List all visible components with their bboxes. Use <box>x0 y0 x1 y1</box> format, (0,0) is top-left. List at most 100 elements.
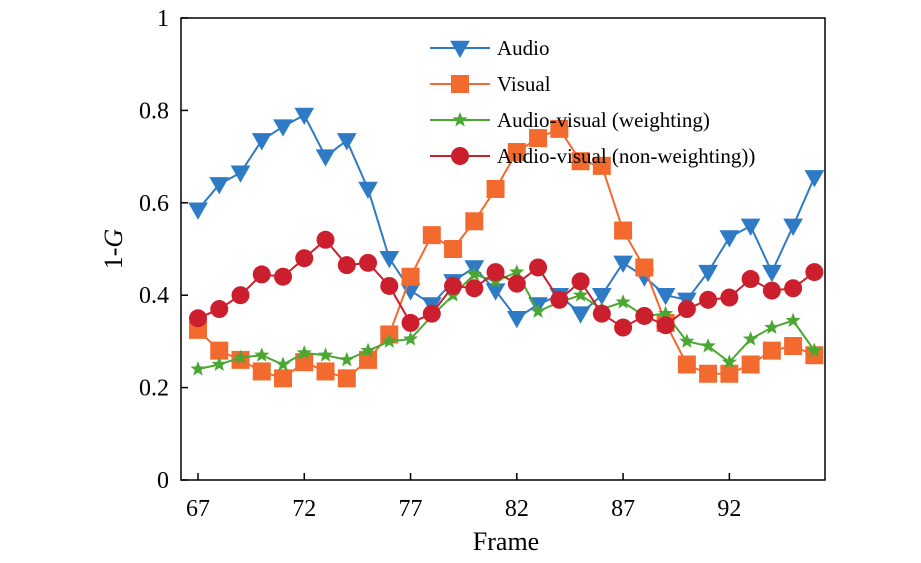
y-axis-title: 1-G <box>99 229 128 270</box>
y-tick-label: 0.8 <box>139 98 169 124</box>
data-point <box>741 270 760 289</box>
legend-item: Visual <box>430 72 551 96</box>
data-point <box>380 276 399 295</box>
data-point <box>743 331 759 346</box>
data-point <box>296 344 312 360</box>
data-point <box>316 230 335 249</box>
data-point <box>274 369 293 388</box>
data-point <box>805 263 824 282</box>
data-point <box>336 133 357 151</box>
data-point <box>465 212 484 231</box>
data-point <box>401 313 420 332</box>
data-point <box>699 290 718 309</box>
legend-label: Audio-visual (weighting) <box>497 108 710 132</box>
data-point <box>655 287 676 306</box>
data-point <box>422 304 441 323</box>
data-point <box>679 333 695 348</box>
data-point <box>274 267 293 286</box>
data-point <box>337 369 356 388</box>
data-point <box>379 250 400 269</box>
data-point <box>572 287 589 302</box>
data-point <box>465 279 484 298</box>
data-point <box>507 274 526 293</box>
data-point <box>252 362 271 381</box>
legend-item: Audio <box>430 36 550 60</box>
data-point <box>657 305 674 321</box>
data-point <box>190 361 206 376</box>
legend-marker <box>452 112 468 127</box>
y-tick-label: 0.6 <box>139 191 169 217</box>
y-tick-label: 0.2 <box>139 376 169 402</box>
data-point <box>677 355 696 374</box>
data-point <box>444 276 463 295</box>
data-point <box>741 355 760 374</box>
data-point <box>359 350 378 369</box>
data-point <box>211 356 227 371</box>
data-point <box>784 279 803 298</box>
data-point <box>719 230 740 248</box>
y-tick-label: 0.4 <box>139 283 169 309</box>
data-point <box>762 281 781 300</box>
x-tick-label: 82 <box>505 496 529 522</box>
x-tick-label: 92 <box>717 496 741 522</box>
data-point <box>613 255 633 273</box>
data-point <box>529 258 548 277</box>
x-axis-title: Frame <box>473 527 539 556</box>
data-point <box>591 287 612 306</box>
data-point <box>360 342 376 358</box>
data-point <box>381 333 397 348</box>
data-point <box>273 119 293 137</box>
data-point <box>486 179 505 198</box>
data-point <box>486 263 505 282</box>
series-visual <box>189 119 824 388</box>
data-point <box>615 294 631 309</box>
series-line <box>197 270 816 371</box>
data-point <box>700 338 716 353</box>
data-point <box>784 337 803 356</box>
data-point <box>592 156 611 175</box>
legend-item: Audio-visual (non-weighting)) <box>430 144 755 168</box>
data-point <box>315 149 336 167</box>
plot-frame <box>180 17 826 481</box>
data-point <box>466 266 482 281</box>
data-point <box>402 331 419 346</box>
x-tick-label: 87 <box>611 496 635 522</box>
data-point <box>698 264 718 283</box>
data-point <box>635 306 654 325</box>
data-point <box>677 300 696 319</box>
data-point <box>251 133 272 151</box>
data-point <box>232 349 249 365</box>
legend-marker <box>451 75 469 93</box>
data-point <box>254 347 270 362</box>
data-point <box>656 316 675 335</box>
data-point <box>550 290 569 309</box>
axis-ticks: 67 72 77 82 87 92 0 0.2 0.4 0.6 0.8 1 <box>139 6 741 522</box>
series-line <box>197 238 815 329</box>
data-point <box>806 342 822 358</box>
data-point <box>295 249 314 268</box>
data-point <box>699 364 718 383</box>
data-point <box>230 165 251 183</box>
data-point <box>805 346 824 365</box>
legend-item: Audio-visual (weighting) <box>430 108 710 132</box>
data-point <box>592 304 611 323</box>
data-point <box>571 272 590 291</box>
data-point <box>316 362 335 381</box>
x-tick-label: 67 <box>186 496 210 522</box>
series-layer <box>188 107 825 388</box>
data-point <box>720 288 739 307</box>
data-point <box>231 286 250 305</box>
data-point <box>210 341 229 360</box>
data-point <box>571 152 590 171</box>
legend: Audio Visual Audio-visual (weighting) Audio… <box>430 36 755 168</box>
data-point <box>507 142 526 161</box>
data-point <box>614 221 633 240</box>
data-point <box>401 267 420 286</box>
y-axis-title-prefix: 1- <box>99 248 128 270</box>
data-point <box>189 309 208 328</box>
data-point <box>275 356 291 371</box>
data-point <box>785 312 801 328</box>
y-tick-label: 1 <box>157 6 169 32</box>
series-audio-visual-non-weighting <box>189 230 824 337</box>
